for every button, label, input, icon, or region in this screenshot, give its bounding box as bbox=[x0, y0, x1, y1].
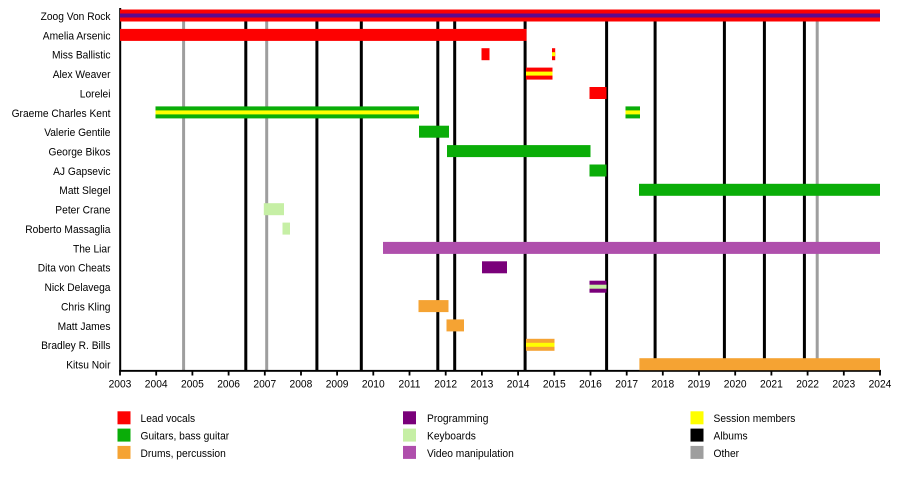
svg-text:Lead vocals: Lead vocals bbox=[141, 413, 196, 425]
svg-text:2021: 2021 bbox=[760, 378, 783, 390]
svg-text:Guitars, bass guitar: Guitars, bass guitar bbox=[141, 431, 230, 443]
svg-text:2008: 2008 bbox=[290, 378, 313, 390]
svg-text:The Liar: The Liar bbox=[73, 243, 111, 255]
svg-text:Kitsu Noir: Kitsu Noir bbox=[66, 360, 111, 372]
svg-text:Roberto Massaglia: Roberto Massaglia bbox=[25, 224, 111, 236]
svg-text:2003: 2003 bbox=[109, 378, 132, 390]
svg-text:Alex Weaver: Alex Weaver bbox=[53, 69, 111, 81]
svg-text:2012: 2012 bbox=[434, 378, 457, 390]
svg-text:Keyboards: Keyboards bbox=[427, 431, 476, 443]
svg-text:Session members: Session members bbox=[714, 413, 796, 425]
svg-text:George Bikos: George Bikos bbox=[49, 147, 111, 159]
svg-text:Lorelei: Lorelei bbox=[80, 88, 111, 100]
svg-text:Chris Kling: Chris Kling bbox=[61, 301, 111, 313]
svg-text:2010: 2010 bbox=[362, 378, 385, 390]
svg-text:2020: 2020 bbox=[724, 378, 747, 390]
svg-text:Peter Crane: Peter Crane bbox=[55, 205, 110, 217]
svg-text:2006: 2006 bbox=[217, 378, 240, 390]
svg-text:Matt Slegel: Matt Slegel bbox=[59, 185, 110, 197]
svg-text:2011: 2011 bbox=[399, 378, 421, 390]
svg-text:Graeme Charles Kent: Graeme Charles Kent bbox=[12, 108, 111, 120]
svg-text:Other: Other bbox=[714, 448, 740, 460]
svg-text:Dita von Cheats: Dita von Cheats bbox=[38, 263, 111, 275]
svg-text:2014: 2014 bbox=[507, 378, 530, 390]
svg-text:2016: 2016 bbox=[579, 378, 602, 390]
svg-text:2019: 2019 bbox=[688, 378, 711, 390]
svg-text:Bradley R. Bills: Bradley R. Bills bbox=[41, 340, 111, 352]
svg-text:2004: 2004 bbox=[145, 378, 168, 390]
svg-text:Video manipulation: Video manipulation bbox=[427, 448, 514, 460]
svg-text:2009: 2009 bbox=[326, 378, 349, 390]
svg-text:2017: 2017 bbox=[615, 378, 638, 390]
svg-text:2018: 2018 bbox=[651, 378, 674, 390]
svg-text:Matt James: Matt James bbox=[58, 321, 111, 333]
svg-text:Miss Ballistic: Miss Ballistic bbox=[52, 50, 111, 62]
svg-text:Drums, percussion: Drums, percussion bbox=[141, 448, 226, 460]
svg-text:Valerie Gentile: Valerie Gentile bbox=[44, 127, 110, 139]
svg-text:2007: 2007 bbox=[253, 378, 276, 390]
svg-text:Nick Delavega: Nick Delavega bbox=[45, 282, 112, 294]
svg-text:2013: 2013 bbox=[471, 378, 494, 390]
svg-text:AJ Gapsevic: AJ Gapsevic bbox=[53, 166, 111, 178]
svg-text:Zoog Von Rock: Zoog Von Rock bbox=[41, 11, 111, 23]
svg-text:2015: 2015 bbox=[543, 378, 566, 390]
svg-text:2005: 2005 bbox=[181, 378, 204, 390]
svg-text:2023: 2023 bbox=[832, 378, 855, 390]
svg-text:Programming: Programming bbox=[427, 413, 488, 425]
svg-text:2022: 2022 bbox=[796, 378, 819, 390]
svg-text:2024: 2024 bbox=[869, 378, 892, 390]
svg-text:Albums: Albums bbox=[714, 431, 749, 443]
svg-text:Amelia Arsenic: Amelia Arsenic bbox=[43, 30, 111, 42]
